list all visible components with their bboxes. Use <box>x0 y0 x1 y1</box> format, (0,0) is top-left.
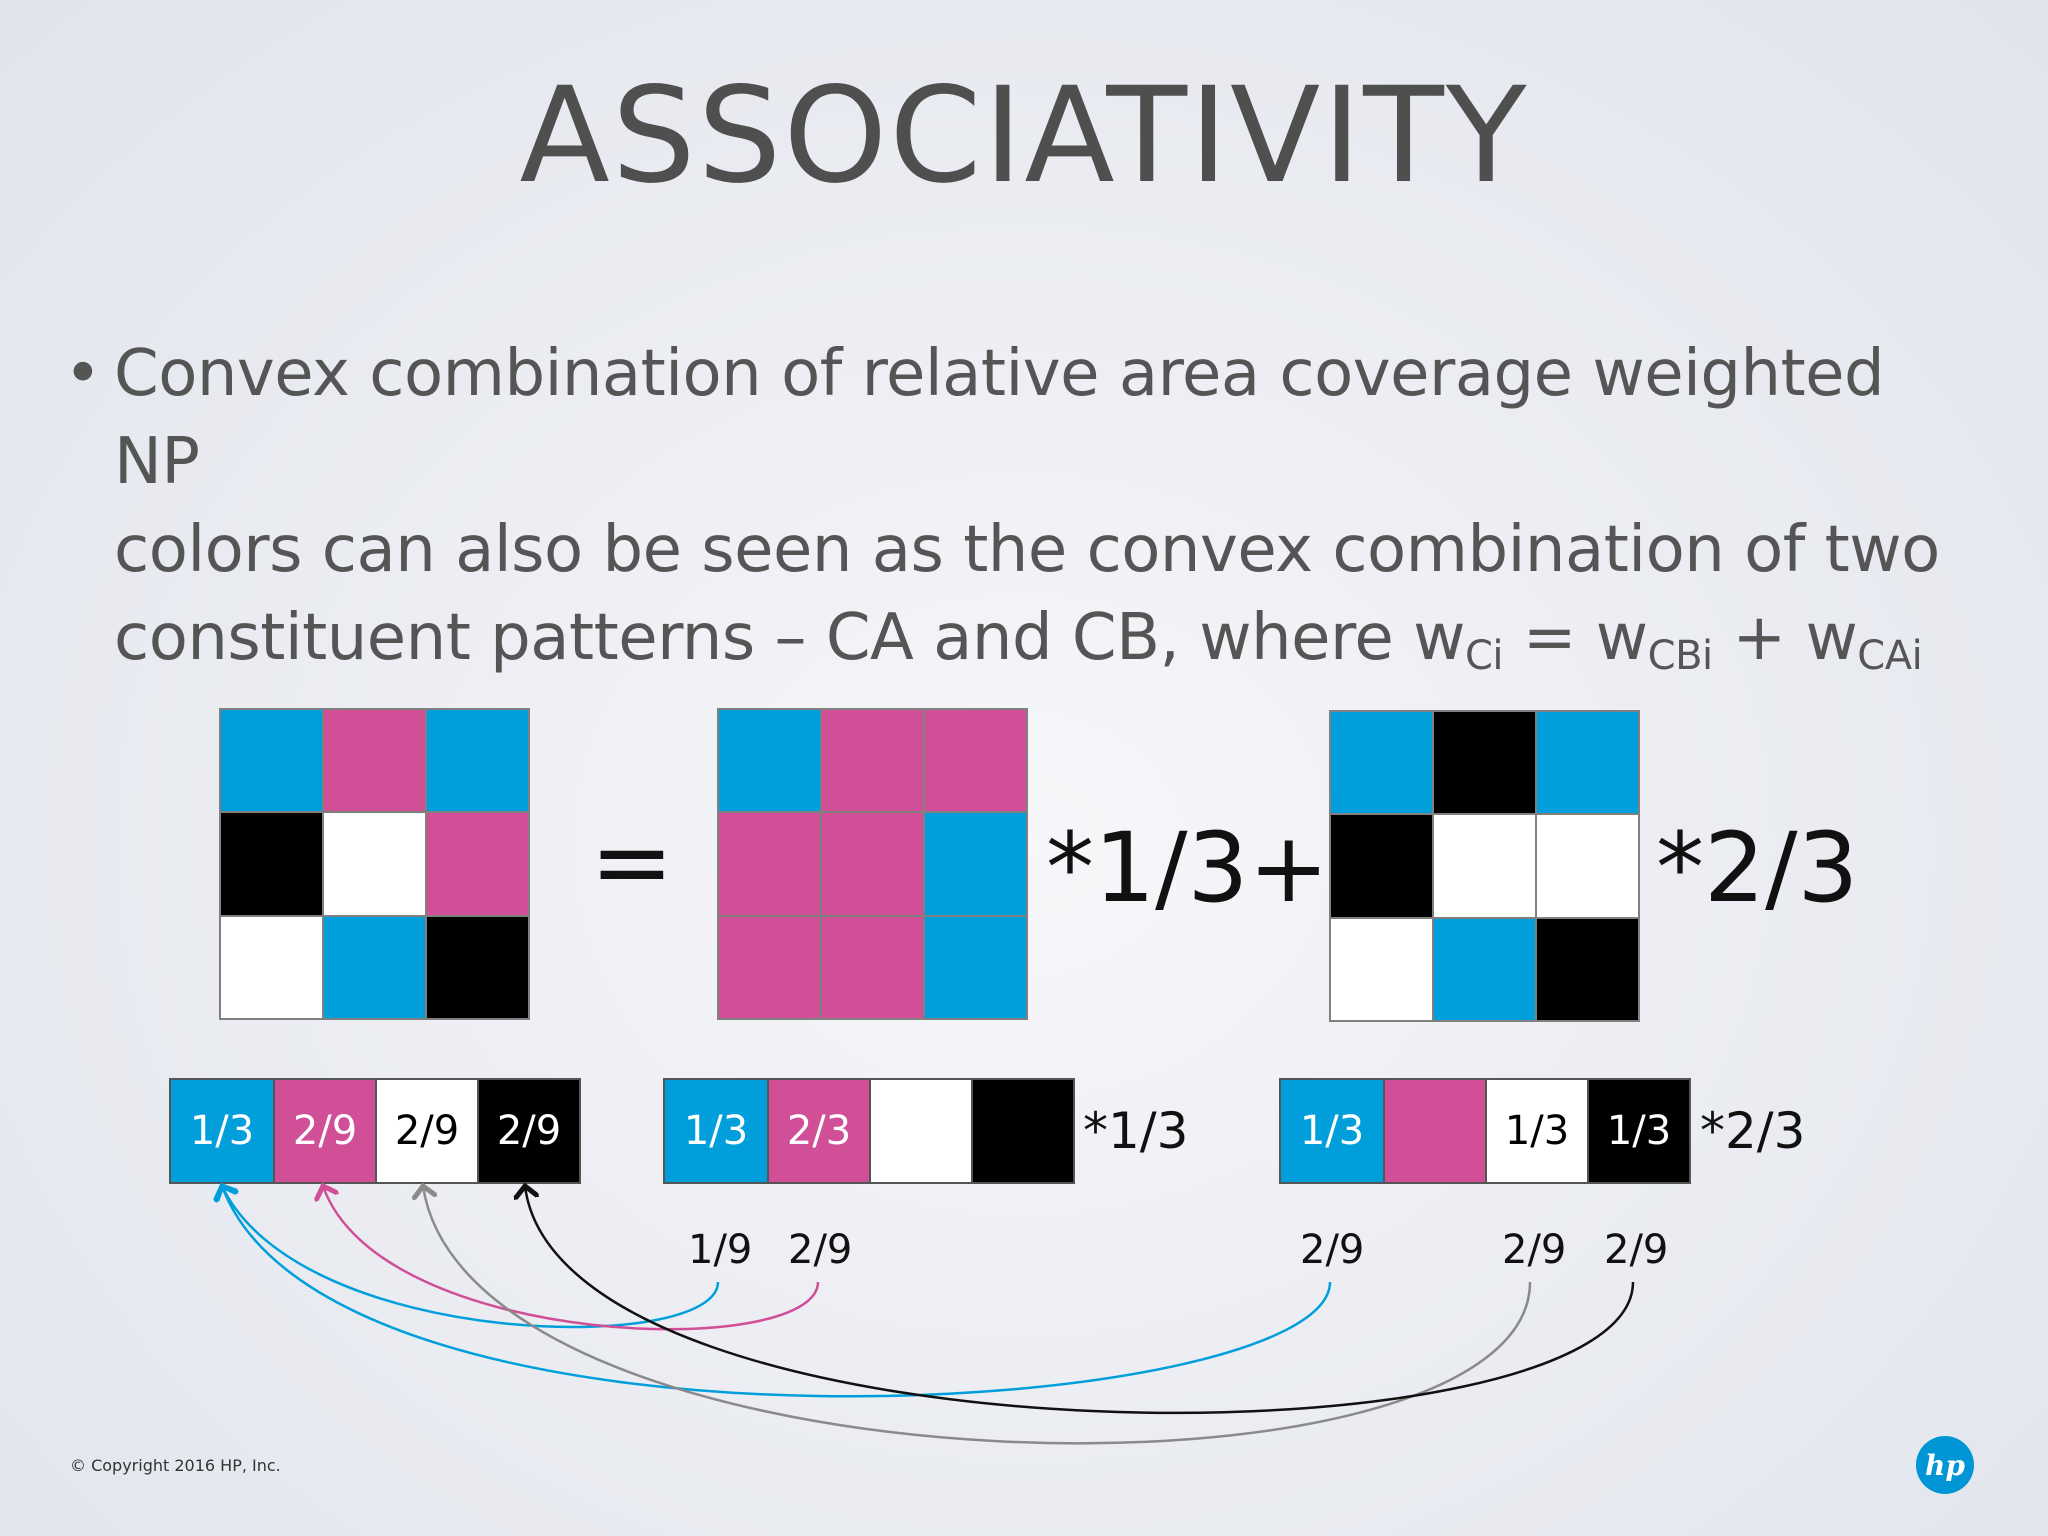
bullet-text: Convex combination of relative area cove… <box>114 330 1984 700</box>
ca-cell-cyan <box>925 813 1026 915</box>
cb-cell-white <box>1537 815 1638 917</box>
ca-cell-magenta <box>719 813 820 915</box>
contribution-cb-white: 2/9 <box>1502 1227 1567 1273</box>
cb-cell-black <box>1537 918 1638 1020</box>
c-cell-black <box>221 813 322 915</box>
ca-cell-cyan <box>719 710 820 812</box>
sub-cai: CAi <box>1857 633 1923 679</box>
cb-cell-black <box>1434 712 1535 814</box>
cb-bar-seg-magenta <box>1383 1080 1485 1182</box>
c-bar-seg-white: 2/9 <box>375 1080 477 1182</box>
bar-multiplier-cb: *2/3 <box>1700 1102 1806 1160</box>
pattern-c-grid <box>219 708 530 1020</box>
sub-cbi: CBi <box>1647 633 1713 679</box>
bullet-line-3-prefix: constituent patterns – CA and CB, where … <box>114 601 1465 675</box>
coverage-bar-ca: 1/3 2/3 <box>663 1078 1075 1184</box>
arrow-cb-black <box>525 1186 1635 1415</box>
sub-ci: Ci <box>1464 633 1504 679</box>
ca-cell-cyan <box>925 916 1026 1018</box>
copyright-text: © Copyright 2016 HP, Inc. <box>70 1456 281 1475</box>
bullet-eq: = w <box>1502 601 1648 675</box>
c-bar-seg-magenta: 2/9 <box>273 1080 375 1182</box>
contribution-ca-magenta: 2/9 <box>788 1227 853 1273</box>
bar-multiplier-ca: *1/3 <box>1083 1102 1189 1160</box>
ca-cell-magenta <box>822 710 923 812</box>
cb-cell-cyan <box>1434 918 1535 1020</box>
coverage-bar-cb: 1/3 1/3 1/3 <box>1279 1078 1691 1184</box>
bullet-dot-icon: • <box>64 337 102 411</box>
bullet-plus: + w <box>1712 601 1858 675</box>
c-cell-cyan <box>221 710 322 812</box>
ca-bar-seg-white <box>869 1080 971 1182</box>
c-bar-seg-cyan: 1/3 <box>171 1080 273 1182</box>
multiplier-ca: *1/3+ <box>1046 812 1329 924</box>
hp-logo-icon: hp <box>1916 1436 1974 1494</box>
ca-bar-seg-cyan: 1/3 <box>665 1080 767 1182</box>
ca-bar-seg-magenta: 2/3 <box>767 1080 869 1182</box>
ca-cell-magenta <box>925 710 1026 812</box>
c-cell-cyan <box>427 710 528 812</box>
c-bar-seg-black: 2/9 <box>477 1080 579 1182</box>
arrow-cb-cyan <box>222 1186 1332 1398</box>
ca-cell-magenta <box>822 916 923 1018</box>
bullet-line-2: colors can also be seen as the convex co… <box>114 513 1940 587</box>
cb-cell-white <box>1331 918 1432 1020</box>
c-cell-white <box>324 813 425 915</box>
arrow-ca-cyan <box>222 1186 720 1329</box>
ca-bar-seg-black <box>971 1080 1073 1182</box>
ca-cell-magenta <box>719 916 820 1018</box>
c-cell-magenta <box>427 813 528 915</box>
ca-cell-magenta <box>822 813 923 915</box>
contribution-ca-cyan: 1/9 <box>688 1227 753 1273</box>
c-cell-magenta <box>324 710 425 812</box>
c-cell-cyan <box>324 916 425 1018</box>
multiplier-cb: *2/3 <box>1656 812 1859 924</box>
equals-sign: = <box>590 803 674 920</box>
c-cell-black <box>427 916 528 1018</box>
arrow-cb-white <box>423 1186 1532 1445</box>
c-cell-white <box>221 916 322 1018</box>
contribution-cb-cyan: 2/9 <box>1300 1227 1365 1273</box>
cb-cell-cyan <box>1537 712 1638 814</box>
cb-cell-cyan <box>1331 712 1432 814</box>
cb-bar-seg-cyan: 1/3 <box>1281 1080 1383 1182</box>
cb-cell-white <box>1434 815 1535 917</box>
bullet-line-3: constituent patterns – CA and CB, where … <box>114 594 1984 700</box>
arrow-ca-magenta <box>323 1186 820 1331</box>
slide-title: ASSOCIATIVITY <box>519 59 1529 213</box>
contribution-cb-black: 2/9 <box>1604 1227 1669 1273</box>
cb-bar-seg-white: 1/3 <box>1485 1080 1587 1182</box>
cb-bar-seg-black: 1/3 <box>1587 1080 1689 1182</box>
pattern-cb-grid <box>1329 710 1640 1022</box>
pattern-ca-grid <box>717 708 1028 1020</box>
coverage-bar-c: 1/3 2/9 2/9 2/9 <box>169 1078 581 1184</box>
bullet-line-1: Convex combination of relative area cove… <box>114 337 1885 499</box>
cb-cell-black <box>1331 815 1432 917</box>
